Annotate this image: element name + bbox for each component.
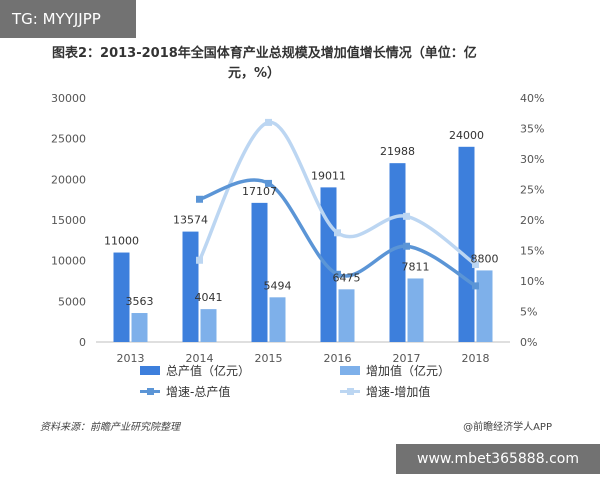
x-axis-tick-label: 2015	[255, 352, 283, 365]
bar-total-output	[389, 163, 406, 342]
bar-total-output	[458, 146, 475, 342]
legend-swatch-marker	[147, 388, 154, 395]
bar-value-added	[131, 313, 148, 342]
growth-marker-value-added	[265, 118, 272, 126]
bar-value-added	[269, 297, 286, 342]
growth-marker-total-output	[265, 179, 272, 187]
legend-swatch-bar	[140, 366, 160, 375]
right-axis-tick-label: 10%	[520, 275, 544, 288]
legend-label: 增速-增加值	[366, 384, 430, 399]
data-label-value-added: 4041	[195, 291, 223, 304]
left-axis-tick-label: 0	[79, 336, 86, 349]
data-label-total-output: 24000	[449, 129, 484, 142]
growth-marker-value-added	[472, 261, 479, 269]
growth-marker-total-output	[334, 270, 341, 278]
x-axis-tick-label: 2014	[186, 352, 214, 365]
data-label-value-added: 7811	[402, 260, 430, 273]
left-axis-tick-label: 25000	[51, 133, 86, 146]
right-axis-tick-label: 5%	[520, 306, 537, 319]
chart-title: 图表2：2013-2018年全国体育产业总规模及增加值增长情况（单位：亿 元，%…	[52, 44, 552, 84]
data-label-total-output: 21988	[380, 145, 415, 158]
data-label-total-output: 19011	[311, 169, 346, 182]
right-axis-tick-label: 30%	[520, 153, 544, 166]
right-axis-tick-label: 40%	[520, 92, 544, 105]
bar-value-added	[476, 270, 493, 342]
left-axis-tick-label: 30000	[51, 92, 86, 105]
growth-marker-value-added	[196, 256, 203, 264]
left-axis-tick-label: 10000	[51, 255, 86, 268]
right-axis-tick-label: 20%	[520, 214, 544, 227]
legend-swatch-bar	[340, 366, 360, 375]
legend-label: 增速-总产值	[166, 384, 230, 399]
legend-swatch-marker	[347, 388, 354, 395]
bar-total-output	[113, 252, 130, 342]
bar-value-added	[338, 289, 355, 342]
right-axis-tick-label: 25%	[520, 184, 544, 197]
growth-line-value-added	[197, 120, 477, 266]
data-label-value-added: 5494	[264, 279, 292, 292]
right-axis-tick-label: 35%	[520, 123, 544, 136]
data-label-value-added: 3563	[126, 295, 154, 308]
bar-total-output	[182, 231, 199, 342]
watermark-url: www.mbet365888.com	[396, 444, 600, 474]
data-label-value-added: 6475	[333, 271, 361, 284]
chart-title-line1: 图表2：2013-2018年全国体育产业总规模及增加值增长情况（单位：亿	[52, 46, 477, 61]
watermark-tag: TG: MYYJJPP	[0, 0, 136, 38]
growth-marker-total-output	[403, 242, 410, 250]
bar-value-added	[200, 309, 217, 342]
growth-marker-total-output	[472, 282, 479, 290]
chart-title-line2: 元，%）	[228, 66, 281, 81]
growth-marker-value-added	[334, 229, 341, 237]
x-axis-tick-label: 2018	[462, 352, 490, 365]
x-axis-tick-label: 2013	[117, 352, 145, 365]
growth-marker-value-added	[403, 212, 410, 220]
data-label-total-output: 11000	[104, 235, 139, 248]
data-label-value-added: 8800	[471, 252, 499, 265]
legend-label: 总产值（亿元）	[166, 363, 250, 378]
source-note: 资料来源：前瞻产业研究院整理	[40, 422, 180, 433]
bar-total-output	[251, 202, 268, 342]
x-axis-tick-label: 2017	[393, 352, 421, 365]
legend-label: 增加值（亿元）	[366, 363, 450, 378]
left-axis-tick-label: 15000	[51, 214, 86, 227]
data-label-total-output: 17107	[242, 185, 277, 198]
growth-marker-total-output	[196, 195, 203, 203]
x-axis-tick-label: 2016	[324, 352, 352, 365]
left-axis-tick-label: 20000	[51, 173, 86, 186]
right-axis-tick-label: 0%	[520, 336, 537, 349]
data-label-total-output: 13574	[173, 214, 208, 227]
left-axis-tick-label: 5000	[58, 295, 86, 308]
right-axis-tick-label: 15%	[520, 245, 544, 258]
bar-value-added	[407, 278, 424, 342]
brand-credit: @前瞻经济学人APP	[463, 422, 552, 433]
